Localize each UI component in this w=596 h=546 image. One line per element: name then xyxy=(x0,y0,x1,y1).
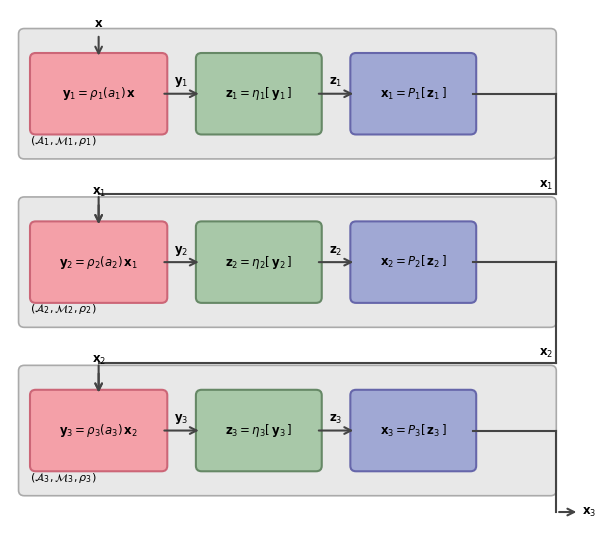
Text: $\mathbf{x}_1$: $\mathbf{x}_1$ xyxy=(539,179,554,192)
Text: $\mathbf{y}_1 = \rho_1(a_1)\,\mathbf{x}$: $\mathbf{y}_1 = \rho_1(a_1)\,\mathbf{x}$ xyxy=(61,85,136,102)
FancyBboxPatch shape xyxy=(30,53,167,134)
Text: $\mathbf{x}_1 = P_1\left[\,\mathbf{z}_1\,\right]$: $\mathbf{x}_1 = P_1\left[\,\mathbf{z}_1\… xyxy=(380,86,447,102)
Text: $\mathbf{x}_1$: $\mathbf{x}_1$ xyxy=(92,186,105,199)
Text: $\mathbf{z}_3 = \eta_3\left[\,\mathbf{y}_3\,\right]$: $\mathbf{z}_3 = \eta_3\left[\,\mathbf{y}… xyxy=(225,422,293,439)
Text: $\mathbf{y}_1$: $\mathbf{y}_1$ xyxy=(175,75,189,90)
Text: $\mathbf{x}_2$: $\mathbf{x}_2$ xyxy=(539,347,554,360)
FancyBboxPatch shape xyxy=(18,197,556,327)
Text: $\mathbf{y}_3 = \rho_3(a_3)\,\mathbf{x}_2$: $\mathbf{y}_3 = \rho_3(a_3)\,\mathbf{x}_… xyxy=(59,422,138,439)
FancyBboxPatch shape xyxy=(196,390,322,471)
FancyBboxPatch shape xyxy=(18,365,556,496)
Text: $(\mathcal{A}_1, \mathcal{M}_1, \rho_1)$: $(\mathcal{A}_1, \mathcal{M}_1, \rho_1)$ xyxy=(30,134,97,148)
Text: $\mathbf{z}_1$: $\mathbf{z}_1$ xyxy=(330,76,343,90)
Text: $\mathbf{x}$: $\mathbf{x}$ xyxy=(94,17,103,30)
Text: $\mathbf{x}_3 = P_3\left[\,\mathbf{z}_3\,\right]$: $\mathbf{x}_3 = P_3\left[\,\mathbf{z}_3\… xyxy=(380,423,447,438)
Text: $\mathbf{y}_2 = \rho_2(a_2)\,\mathbf{x}_1$: $\mathbf{y}_2 = \rho_2(a_2)\,\mathbf{x}_… xyxy=(59,254,138,271)
Text: $\mathbf{x}_3$: $\mathbf{x}_3$ xyxy=(582,506,596,519)
FancyBboxPatch shape xyxy=(30,390,167,471)
FancyBboxPatch shape xyxy=(196,221,322,303)
Text: $\mathbf{z}_2$: $\mathbf{z}_2$ xyxy=(330,245,343,258)
Text: $(\mathcal{A}_2, \mathcal{M}_2, \rho_2)$: $(\mathcal{A}_2, \mathcal{M}_2, \rho_2)$ xyxy=(30,302,97,317)
Text: $\mathbf{x}_2$: $\mathbf{x}_2$ xyxy=(92,354,105,367)
FancyBboxPatch shape xyxy=(18,28,556,159)
Text: $\mathbf{z}_2 = \eta_2\left[\,\mathbf{y}_2\,\right]$: $\mathbf{z}_2 = \eta_2\left[\,\mathbf{y}… xyxy=(225,254,293,271)
Text: $\mathbf{z}_3$: $\mathbf{z}_3$ xyxy=(330,413,343,426)
Text: $(\mathcal{A}_3, \mathcal{M}_3, \rho_3)$: $(\mathcal{A}_3, \mathcal{M}_3, \rho_3)$ xyxy=(30,471,97,485)
FancyBboxPatch shape xyxy=(350,53,476,134)
FancyBboxPatch shape xyxy=(350,221,476,303)
Text: $\mathbf{x}_2 = P_2\left[\,\mathbf{z}_2\,\right]$: $\mathbf{x}_2 = P_2\left[\,\mathbf{z}_2\… xyxy=(380,254,447,270)
FancyBboxPatch shape xyxy=(30,221,167,303)
Text: $\mathbf{z}_1 = \eta_1\left[\,\mathbf{y}_1\,\right]$: $\mathbf{z}_1 = \eta_1\left[\,\mathbf{y}… xyxy=(225,85,293,102)
Text: $\mathbf{y}_3$: $\mathbf{y}_3$ xyxy=(175,412,189,426)
Text: $\mathbf{y}_2$: $\mathbf{y}_2$ xyxy=(175,244,189,258)
FancyBboxPatch shape xyxy=(350,390,476,471)
FancyBboxPatch shape xyxy=(196,53,322,134)
